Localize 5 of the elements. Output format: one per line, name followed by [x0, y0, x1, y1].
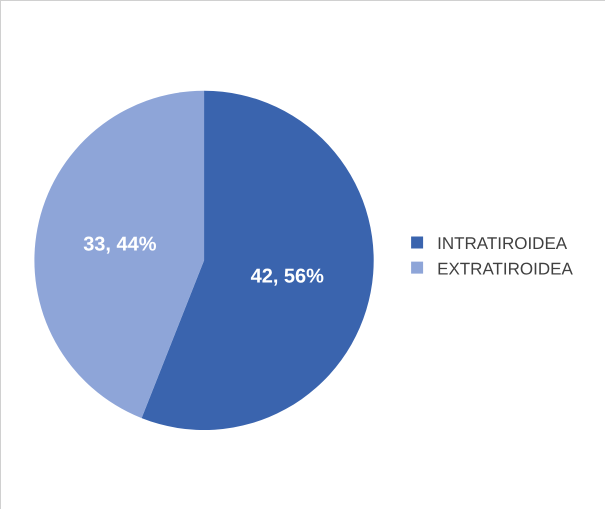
legend-label: INTRATIROIDEA: [437, 234, 568, 254]
legend-label: EXTRATIROIDEA: [437, 259, 574, 278]
data-label: 33, 44%: [83, 233, 157, 256]
data-label: 42, 56%: [250, 265, 324, 288]
pie-slice: [34, 90, 204, 418]
